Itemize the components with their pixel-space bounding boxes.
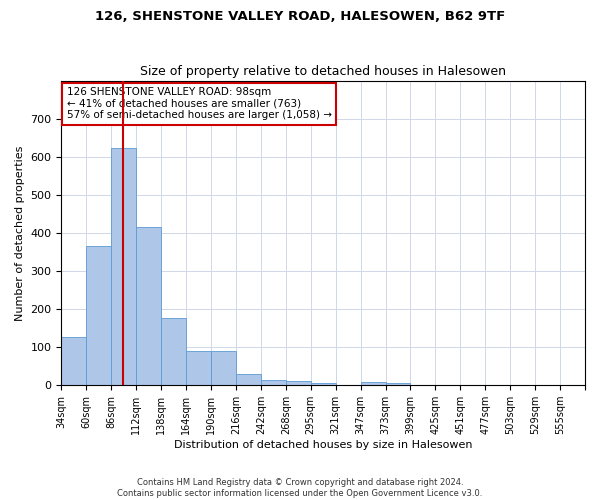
Bar <box>111 148 136 385</box>
Bar <box>211 351 236 385</box>
Bar <box>236 374 261 385</box>
Bar <box>61 337 86 385</box>
Bar <box>186 351 211 385</box>
Bar <box>136 228 161 385</box>
Text: 126 SHENSTONE VALLEY ROAD: 98sqm
← 41% of detached houses are smaller (763)
57% : 126 SHENSTONE VALLEY ROAD: 98sqm ← 41% o… <box>67 87 332 120</box>
Bar <box>386 382 410 385</box>
Bar <box>86 246 111 385</box>
X-axis label: Distribution of detached houses by size in Halesowen: Distribution of detached houses by size … <box>174 440 472 450</box>
Text: 126, SHENSTONE VALLEY ROAD, HALESOWEN, B62 9TF: 126, SHENSTONE VALLEY ROAD, HALESOWEN, B… <box>95 10 505 23</box>
Bar <box>161 318 186 385</box>
Bar <box>311 382 335 385</box>
Text: Contains HM Land Registry data © Crown copyright and database right 2024.
Contai: Contains HM Land Registry data © Crown c… <box>118 478 482 498</box>
Bar <box>261 380 286 385</box>
Title: Size of property relative to detached houses in Halesowen: Size of property relative to detached ho… <box>140 66 506 78</box>
Bar <box>286 382 311 385</box>
Bar <box>361 382 386 385</box>
Y-axis label: Number of detached properties: Number of detached properties <box>15 146 25 321</box>
